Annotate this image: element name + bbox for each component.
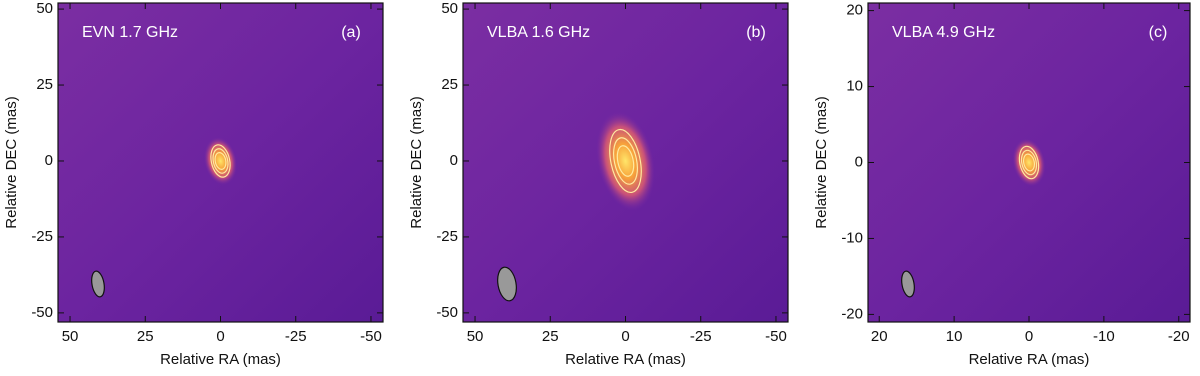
x-axis-label: Relative RA (mas) xyxy=(969,351,1090,368)
y-tick-label: 10 xyxy=(846,78,863,95)
panel-title: VLBA 1.6 GHz xyxy=(487,24,590,41)
x-tick-label: 50 xyxy=(62,328,79,345)
y-tick-label: -50 xyxy=(436,304,458,321)
beam xyxy=(497,266,517,302)
contour xyxy=(1018,145,1040,180)
x-tick-label: 50 xyxy=(467,328,484,345)
panel-label: (a) xyxy=(341,24,361,41)
y-tick-label: 0 xyxy=(450,152,458,169)
contour xyxy=(613,137,638,185)
x-axis-label: Relative RA (mas) xyxy=(160,351,281,368)
x-tick-label: 10 xyxy=(946,328,963,345)
y-axis-label: Relative DEC (mas) xyxy=(3,96,20,229)
beam xyxy=(901,270,915,298)
panel-label: (c) xyxy=(1149,24,1168,41)
y-tick-label: -25 xyxy=(436,228,458,245)
x-tick-label: -25 xyxy=(690,328,712,345)
y-tick-label: 25 xyxy=(36,76,53,93)
contour xyxy=(1020,149,1038,176)
y-tick-label: -25 xyxy=(31,228,53,245)
y-tick-label: 50 xyxy=(441,0,458,17)
contour xyxy=(212,148,229,174)
x-axis-label: Relative RA (mas) xyxy=(565,351,686,368)
x-tick-label: 0 xyxy=(216,328,224,345)
x-tick-label: 25 xyxy=(542,328,559,345)
panel-title: VLBA 4.9 GHz xyxy=(892,24,995,41)
x-tick-label: -50 xyxy=(765,328,787,345)
y-tick-label: 0 xyxy=(45,152,53,169)
y-axis-label: Relative DEC (mas) xyxy=(813,96,830,229)
contour xyxy=(616,145,635,177)
y-tick-label: 25 xyxy=(441,76,458,93)
contour xyxy=(214,152,227,170)
x-tick-label: -20 xyxy=(1168,328,1190,345)
x-tick-label: -10 xyxy=(1093,328,1115,345)
x-tick-label: 25 xyxy=(137,328,154,345)
x-tick-label: 0 xyxy=(1025,328,1033,345)
beam xyxy=(91,270,105,298)
y-tick-label: -50 xyxy=(31,304,53,321)
contour xyxy=(1022,153,1036,172)
y-tick-label: -20 xyxy=(841,305,863,322)
x-tick-label: 20 xyxy=(871,328,888,345)
y-tick-label: 20 xyxy=(846,2,863,19)
panel-title: EVN 1.7 GHz xyxy=(82,24,178,41)
x-tick-label: -25 xyxy=(285,328,307,345)
contour xyxy=(210,144,231,178)
x-tick-label: 0 xyxy=(621,328,629,345)
contour xyxy=(609,128,642,194)
x-tick-label: -50 xyxy=(360,328,382,345)
panel-label: (b) xyxy=(746,24,766,41)
y-tick-label: 0 xyxy=(855,153,863,170)
y-axis-label: Relative DEC (mas) xyxy=(408,96,425,229)
y-tick-label: -10 xyxy=(841,229,863,246)
y-tick-label: 50 xyxy=(36,0,53,17)
source-glow xyxy=(596,111,655,211)
